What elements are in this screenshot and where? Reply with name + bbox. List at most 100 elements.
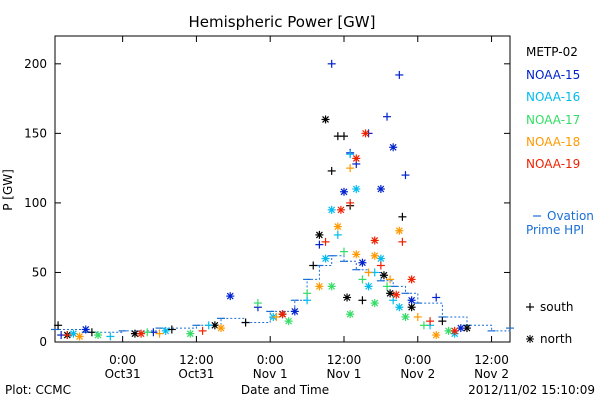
legend-label-noaa-15: NOAA-15: [526, 68, 580, 82]
south-marker-noaa-18: [386, 275, 395, 284]
north-marker-noaa-15: [290, 307, 299, 316]
north-marker-noaa-19: [370, 236, 379, 245]
north-marker-noaa-19: [137, 329, 146, 338]
north-marker-noaa-17: [94, 331, 103, 340]
north-marker-noaa-16: [364, 282, 373, 291]
north-marker-noaa-15: [456, 324, 465, 333]
south-marker-metp-02: [327, 166, 336, 175]
plot-area-frame: [54, 35, 511, 343]
north-marker-noaa-19: [407, 275, 416, 284]
south-marker-noaa-19: [198, 326, 207, 335]
north-marker-noaa-19: [361, 129, 370, 138]
north-marker-noaa-16: [69, 329, 78, 338]
legend-label-metp-02: METP-02: [526, 45, 578, 59]
south-marker-noaa-16: [346, 150, 355, 159]
legend-star-icon: [526, 335, 534, 343]
north-marker-metp-02: [407, 303, 416, 312]
north-marker-noaa-18: [370, 251, 379, 260]
south-marker-noaa-18: [413, 312, 422, 321]
north-marker-noaa-15: [339, 187, 348, 196]
x-tick-label-time: 12:00: [179, 353, 214, 367]
south-marker-noaa-16: [204, 321, 213, 330]
south-marker-noaa-15: [383, 112, 392, 121]
x-tick-label-date: Nov 2: [400, 367, 435, 381]
south-marker-noaa-15: [327, 59, 336, 68]
x-tick-label-date: Nov 1: [327, 367, 362, 381]
south-marker-noaa-19: [398, 237, 407, 246]
y-tick-label: 0: [39, 335, 47, 349]
south-marker-metp-02: [398, 212, 407, 221]
north-marker-noaa-18: [432, 331, 441, 340]
south-marker-noaa-16: [303, 296, 312, 305]
south-marker-noaa-17: [143, 328, 152, 337]
south-marker-noaa-19: [376, 261, 385, 270]
south-marker-metp-02: [241, 318, 250, 327]
north-marker-noaa-15: [389, 143, 398, 152]
south-marker-noaa-19: [63, 331, 72, 340]
x-tick-label-time: 12:00: [327, 353, 362, 367]
north-marker-metp-02: [321, 115, 330, 124]
x-tick-label-time: 0:00: [109, 353, 136, 367]
south-marker-noaa-18: [346, 164, 355, 173]
north-marker-noaa-16: [327, 205, 336, 214]
north-marker-noaa-18: [333, 222, 342, 231]
south-marker-metp-02: [87, 328, 96, 337]
footer-timestamp: 2012/11/02 15:10:09: [468, 383, 595, 397]
south-marker-metp-02: [309, 261, 318, 270]
north-marker-noaa-16: [395, 303, 404, 312]
south-marker-metp-02: [339, 132, 348, 141]
footer-plot-credit: Plot: CCMC: [5, 383, 71, 397]
north-marker-metp-02: [379, 271, 388, 280]
south-marker-noaa-15: [432, 293, 441, 302]
north-marker-noaa-18: [217, 324, 226, 333]
y-tick-label: 50: [32, 265, 47, 279]
south-marker-metp-02: [167, 325, 176, 334]
north-marker-noaa-15: [376, 185, 385, 193]
north-marker-metp-02: [343, 293, 352, 302]
south-marker-metp-02: [358, 296, 367, 305]
legend-label-noaa-16: NOAA-16: [526, 90, 580, 104]
x-tick-label-date: Oct31: [178, 367, 214, 381]
north-marker-noaa-19: [278, 310, 287, 319]
legend-label-noaa-17: NOAA-17: [526, 113, 580, 127]
north-marker-metp-02: [386, 289, 395, 298]
south-marker-metp-02: [438, 317, 447, 326]
y-axis-label: P [GW]: [1, 169, 15, 211]
x-tick-label-time: 12:00: [474, 353, 509, 367]
south-marker-noaa-17: [253, 299, 262, 308]
north-marker-noaa-18: [352, 250, 361, 259]
south-marker-noaa-17: [419, 321, 428, 330]
y-axis-ticks: 0 50 100 150 200: [24, 57, 510, 349]
south-marker-noaa-16: [106, 332, 115, 341]
y-tick-label: 200: [24, 57, 47, 71]
legend: METP-02 NOAA-15 NOAA-16 NOAA-17 NOAA-18 …: [526, 45, 594, 346]
north-marker-noaa-17: [401, 312, 410, 321]
north-marker-noaa-17: [284, 317, 293, 326]
north-marker-noaa-19: [392, 290, 401, 299]
x-axis-label: Date and Time: [241, 383, 329, 397]
north-marker-noaa-16: [161, 326, 170, 335]
chart-title: Hemispheric Power [GW]: [189, 13, 376, 31]
south-marker-noaa-18: [272, 312, 281, 321]
north-marker-noaa-15: [358, 258, 367, 267]
north-marker-noaa-18: [75, 332, 84, 341]
south-marker-noaa-16: [333, 230, 342, 239]
north-marker-noaa-19: [450, 326, 459, 335]
legend-south-label: south: [540, 300, 574, 314]
legend-label-noaa-18: NOAA-18: [526, 135, 580, 149]
y-tick-label: 100: [24, 196, 47, 210]
south-marker-noaa-15: [315, 240, 324, 249]
north-marker-noaa-17: [186, 329, 195, 338]
north-marker-noaa-17: [327, 282, 336, 291]
north-marker-metp-02: [315, 230, 324, 239]
legend-plus-icon: [526, 303, 534, 311]
legend-ovation-line2: Prime HPI: [526, 223, 584, 237]
north-marker-noaa-17: [370, 299, 379, 308]
x-tick-label-time: 0:00: [257, 353, 284, 367]
south-marker-noaa-15: [401, 171, 410, 180]
x-tick-label-date: Oct31: [105, 367, 141, 381]
south-marker-noaa-17: [303, 289, 312, 298]
y-tick-label: 150: [24, 126, 47, 140]
north-marker-noaa-19: [336, 205, 345, 214]
